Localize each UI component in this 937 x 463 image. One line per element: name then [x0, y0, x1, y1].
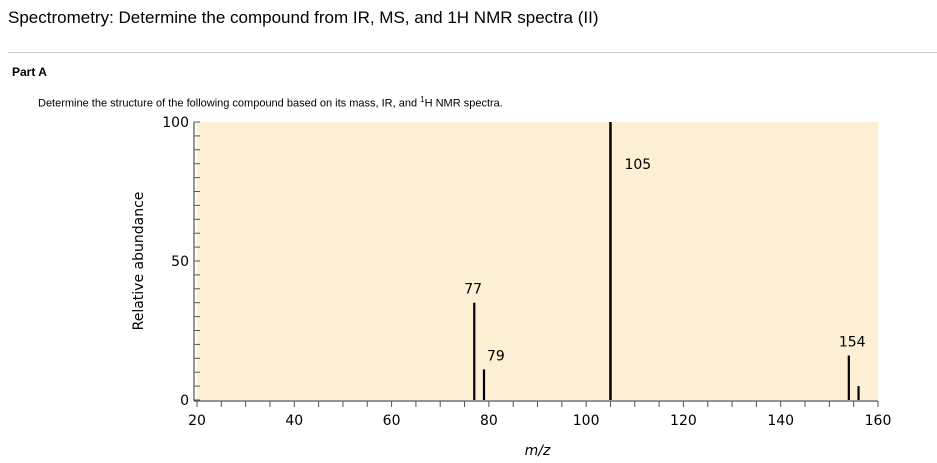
- instruction-text: Determine the structure of the following…: [38, 95, 503, 110]
- x-tick-label: 40: [285, 413, 303, 429]
- peak-label-154: 154: [839, 335, 866, 351]
- y-tick-label: 50: [171, 254, 189, 270]
- page-title: Spectrometry: Determine the compound fro…: [8, 8, 599, 27]
- y-tick-label: 100: [162, 115, 189, 131]
- y-axis-label: Relative abundance: [131, 192, 147, 331]
- x-tick-label: 120: [670, 413, 697, 429]
- instruction-post: H NMR spectra.: [424, 97, 503, 110]
- x-axis-label: m/z: [525, 443, 551, 459]
- x-tick-label: 80: [480, 413, 498, 429]
- plot-background: [197, 122, 878, 400]
- peak-label-79: 79: [487, 348, 505, 364]
- x-tick-label: 100: [573, 413, 600, 429]
- x-tick-label: 60: [383, 413, 401, 429]
- peak-label-77: 77: [464, 282, 482, 298]
- x-tick-label: 20: [188, 413, 206, 429]
- peak-label-105: 105: [624, 157, 651, 173]
- x-tick-label: 140: [767, 413, 794, 429]
- divider: [8, 52, 937, 53]
- instruction-sup: 1: [420, 95, 425, 104]
- y-tick-label: 0: [180, 393, 189, 409]
- x-tick-label: 160: [865, 413, 892, 429]
- instruction-pre: Determine the structure of the following…: [38, 97, 421, 110]
- part-label: Part A: [12, 65, 47, 79]
